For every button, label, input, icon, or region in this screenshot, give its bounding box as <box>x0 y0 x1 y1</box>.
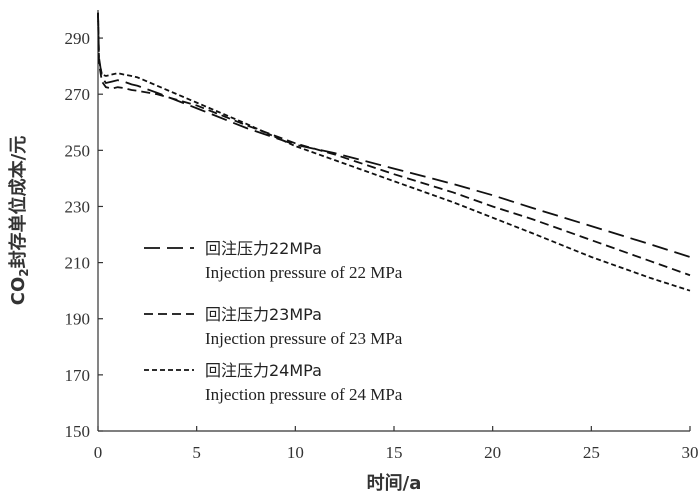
series-line-1 <box>97 12 691 258</box>
series-line-2 <box>97 12 691 277</box>
y-tick-label: 290 <box>65 29 91 48</box>
series-line-3 <box>97 12 691 292</box>
y-axis-title-main: CO <box>8 277 29 306</box>
y-tick-label: 210 <box>65 254 91 273</box>
series-lines <box>97 12 691 292</box>
x-tick-label: 25 <box>583 443 600 462</box>
y-axis-title-subscript: 2 <box>17 268 31 276</box>
y-tick-label: 270 <box>65 85 91 104</box>
legend-label-en-2: Injection pressure of 23 MPa <box>205 329 403 348</box>
y-tick-label: 230 <box>65 197 91 216</box>
x-tick-label: 0 <box>94 443 103 462</box>
y-tick-label: 150 <box>65 422 91 441</box>
x-tick-label: 5 <box>192 443 201 462</box>
legend-label-en-3: Injection pressure of 24 MPa <box>205 385 403 404</box>
legend: 回注压力22MPa Injection pressure of 22 MPa 回注压… <box>144 239 403 404</box>
y-tick-label: 170 <box>65 366 91 385</box>
axes <box>97 10 690 432</box>
x-axis-title: 时间/a <box>367 473 422 494</box>
legend-label-cn-1: 回注压力22MPa <box>205 239 322 258</box>
y-axis-title: CO2封存单位成本/元 <box>7 136 31 305</box>
y-tick-label: 190 <box>65 310 91 329</box>
x-tick-label: 30 <box>682 443 699 462</box>
x-tick-label: 10 <box>287 443 304 462</box>
y-tick-label: 250 <box>65 141 91 160</box>
legend-label-cn-2: 回注压力23MPa <box>205 305 322 324</box>
x-tick-label: 15 <box>386 443 403 462</box>
x-ticks: 0 5 10 15 20 25 30 <box>94 426 699 462</box>
y-axis-title-rest: 封存单位成本/元 <box>7 136 29 269</box>
y-ticks: 150 170 190 210 230 250 270 290 <box>65 29 103 441</box>
x-tick-label: 20 <box>484 443 501 462</box>
legend-label-en-1: Injection pressure of 22 MPa <box>205 263 403 282</box>
legend-label-cn-3: 回注压力24MPa <box>205 361 322 380</box>
